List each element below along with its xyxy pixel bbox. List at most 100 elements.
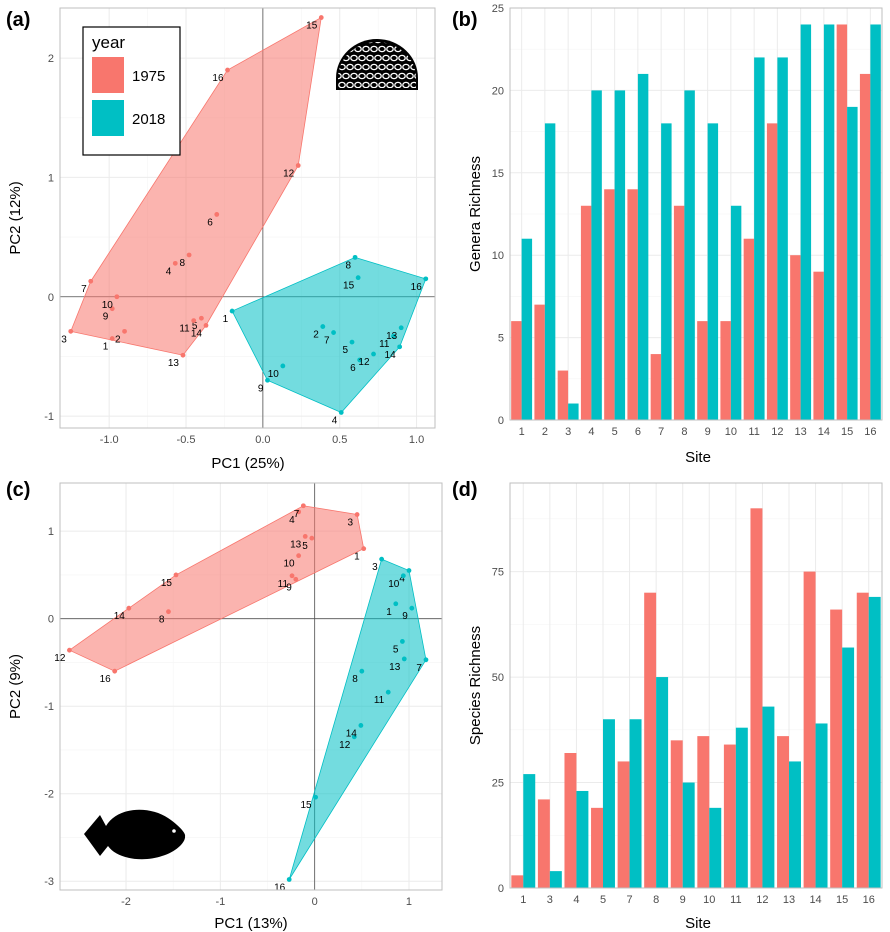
point-label: 13 [389, 662, 401, 673]
coral-cell [398, 72, 406, 80]
legend-key-1975 [92, 57, 124, 93]
bar-1975 [830, 609, 843, 888]
point-label: 13 [386, 331, 398, 342]
plot-frame [509, 7, 883, 421]
bar-1975 [534, 304, 545, 420]
point-1975 [109, 336, 115, 341]
legend-label: 1975 [132, 68, 165, 85]
point-label: 13 [290, 539, 302, 550]
bar-2018 [544, 123, 556, 421]
point-label: 4 [166, 266, 172, 277]
point-label: 3 [348, 518, 354, 529]
bar-1975 [720, 321, 731, 420]
coral-cell [370, 81, 378, 88]
coral-cell [370, 45, 378, 53]
y-tick-label: -1 [44, 701, 54, 713]
point-label: 15 [161, 578, 173, 589]
bar-2018 [730, 205, 742, 420]
coral-cell [402, 81, 410, 88]
point-label: 16 [411, 282, 423, 293]
x-tick-label: 0 [312, 896, 318, 908]
coral-cell [398, 54, 406, 62]
bar-1975 [777, 736, 789, 888]
y-tick-label: 15 [492, 168, 504, 180]
bar-1975 [537, 799, 550, 888]
bar-2018 [682, 782, 695, 888]
point-1975 [173, 572, 179, 578]
x-tick-label: 1 [406, 896, 412, 908]
point-label: 14 [385, 350, 397, 361]
x-tick-label: 0.5 [332, 434, 347, 446]
x-tick-label: -2 [121, 896, 131, 908]
point-1975 [361, 546, 367, 552]
coral-cell [414, 42, 416, 44]
point-label: 2 [313, 330, 319, 341]
panel-label: (b) [452, 9, 478, 31]
bar-1975 [743, 238, 755, 420]
bar-1975 [511, 321, 522, 420]
point-label: 6 [207, 217, 213, 228]
point-1975 [180, 352, 186, 358]
point-label: 9 [258, 383, 264, 394]
point-1975 [186, 252, 192, 258]
hull-2018 [288, 558, 427, 880]
point-1975 [112, 668, 118, 674]
point-1975 [198, 315, 204, 321]
bar-1975 [859, 73, 871, 421]
point-1975 [295, 163, 301, 168]
coral-cell [374, 72, 382, 80]
point-1975 [354, 512, 360, 517]
bar-2018 [789, 761, 801, 888]
point-1975 [203, 322, 209, 328]
point-label: 14 [114, 611, 126, 622]
y-tick-label: 20 [492, 85, 504, 97]
coral-cell [402, 63, 410, 71]
point-label: 7 [294, 509, 300, 520]
point-2018 [423, 276, 429, 282]
point-label: 15 [306, 21, 318, 32]
y-tick-label: 25 [492, 3, 504, 15]
point-2018 [423, 657, 429, 663]
bar-1975 [697, 736, 710, 888]
point-2018 [349, 339, 355, 345]
coral-cell [394, 81, 402, 88]
bar-1975 [856, 592, 869, 888]
coral-cell [362, 63, 370, 71]
coral-cell [366, 72, 374, 80]
coral-cell [382, 54, 390, 62]
point-1975 [126, 605, 132, 611]
panel-label: (d) [452, 479, 478, 501]
bar-2018 [735, 727, 748, 888]
x-axis-title: PC1 (13%) [214, 915, 287, 932]
plot-frame [59, 7, 436, 429]
point-2018 [400, 573, 406, 579]
point-label: 16 [274, 882, 286, 893]
coral-cell [346, 63, 354, 71]
point-2018 [338, 410, 344, 415]
coral-cell [374, 42, 382, 44]
coral-cell [366, 54, 374, 62]
point-1975 [88, 278, 94, 284]
x-axis-title: Site [685, 449, 711, 466]
point-1975 [166, 609, 171, 615]
point-label: 4 [332, 415, 338, 426]
point-label: 11 [374, 695, 385, 706]
y-tick-label: -2 [44, 789, 54, 801]
x-tick-label: 6 [635, 426, 641, 438]
x-tick-label: 8 [681, 426, 687, 438]
point-1975 [318, 15, 324, 20]
point-2018 [371, 351, 376, 357]
point-2018 [399, 639, 405, 644]
bar-2018 [777, 57, 788, 420]
coral-cell [378, 81, 386, 88]
bar-1975 [836, 24, 848, 420]
y-axis-title: Species Richness [467, 626, 484, 745]
bar-1975 [723, 744, 736, 888]
point-label: 7 [416, 663, 422, 674]
bar-2018 [762, 706, 775, 888]
x-tick-label: 7 [658, 426, 664, 438]
coral-cell [386, 81, 394, 88]
point-label: 14 [191, 328, 203, 339]
x-tick-label: 10 [703, 894, 715, 906]
bar-1975 [564, 753, 577, 888]
